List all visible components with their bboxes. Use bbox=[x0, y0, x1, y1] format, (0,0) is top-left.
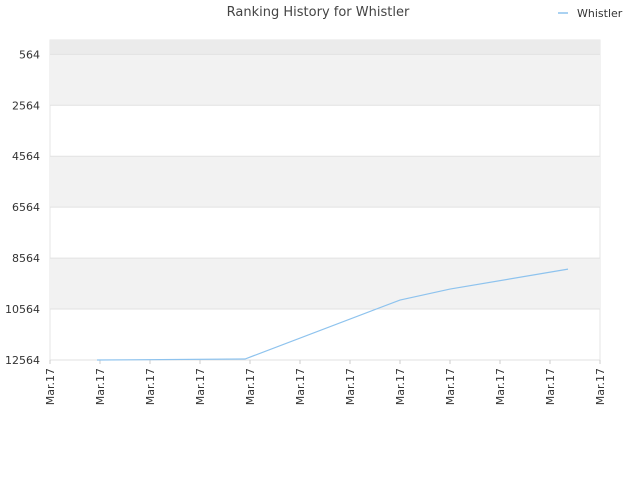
y-tick-label: 4564 bbox=[12, 150, 40, 163]
x-tick-label: Mar.17 bbox=[144, 368, 157, 405]
legend-label: Whistler bbox=[577, 7, 623, 20]
grid-band bbox=[50, 156, 600, 208]
x-tick-label: Mar.17 bbox=[94, 368, 107, 405]
x-tick-label: Mar.17 bbox=[294, 368, 307, 405]
grid-band bbox=[50, 54, 600, 106]
x-tick-label: Mar.17 bbox=[494, 368, 507, 405]
x-tick-label: Mar.17 bbox=[544, 368, 557, 405]
data-line bbox=[96, 268, 569, 361]
y-tick-label: 2564 bbox=[12, 99, 40, 112]
x-tick-label: Mar.17 bbox=[244, 368, 257, 405]
y-tick-label: 8564 bbox=[12, 252, 40, 265]
x-tick-label: Mar.17 bbox=[444, 368, 457, 405]
x-tick-label: Mar.17 bbox=[344, 368, 357, 405]
chart-title: Ranking History for Whistler bbox=[227, 5, 410, 20]
y-tick-label: 10564 bbox=[5, 303, 40, 316]
x-tick-label: Mar.17 bbox=[44, 368, 57, 405]
x-tick-label: Mar.17 bbox=[594, 368, 607, 405]
y-tick-label: 6564 bbox=[12, 201, 40, 214]
grid-band bbox=[50, 40, 600, 55]
y-tick-label: 12564 bbox=[5, 354, 40, 367]
y-tick-label: 564 bbox=[19, 48, 40, 61]
x-tick-label: Mar.17 bbox=[394, 368, 407, 405]
grid-band bbox=[50, 258, 600, 310]
x-tick-label: Mar.17 bbox=[194, 368, 207, 405]
